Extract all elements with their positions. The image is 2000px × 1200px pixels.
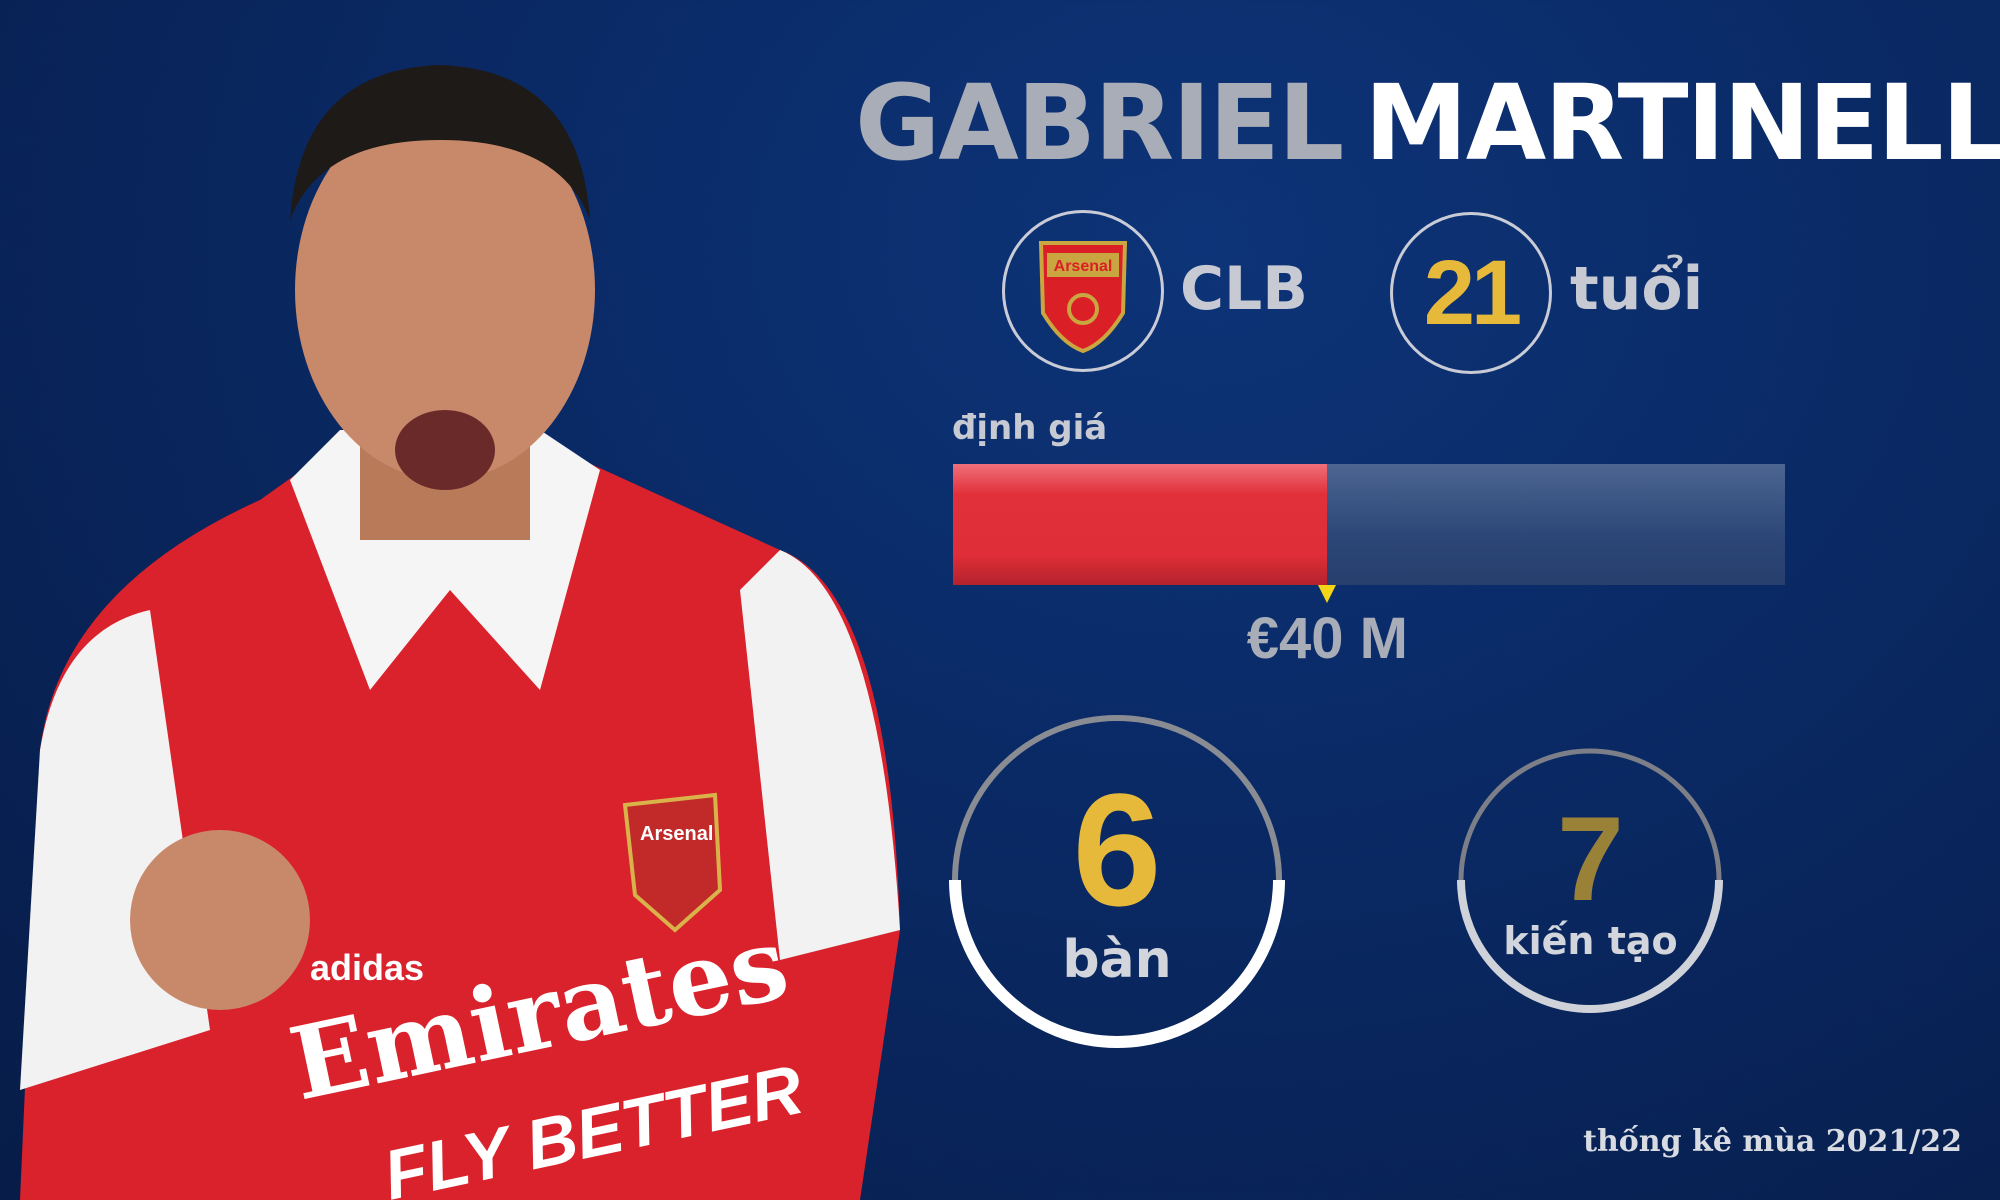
goals-label: bàn [1062, 930, 1172, 990]
valuation-value: €40 M [1246, 606, 1408, 671]
valuation-label: định giá [952, 408, 1108, 448]
player-name: GABRIEL MARTINELLI [855, 62, 2000, 184]
valuation-marker-icon [1318, 585, 1337, 603]
shirt-crest-icon [622, 792, 723, 933]
age-label: tuổi [1570, 254, 1704, 324]
assists-value: 7 [1557, 791, 1624, 926]
club-label: CLB [1180, 254, 1308, 324]
valuation-bar-fill [953, 464, 1328, 585]
arsenal-crest-icon: Arsenal [1038, 241, 1128, 354]
goals-ring [949, 715, 1285, 1048]
age-value: 21 [1423, 241, 1522, 344]
player-photo: Emirates FLY BETTER adidas Arsenal [20, 65, 900, 1200]
goals-stat: 6 bàn [943, 706, 1291, 1054]
club-crest-text: Arsenal [1054, 258, 1113, 275]
assists-stat: 7 kiến tạo [1453, 743, 1728, 1018]
assists-label: kiến tạo [1503, 918, 1678, 963]
valuation-bar [953, 464, 1785, 585]
player-first-name: GABRIEL [855, 62, 1344, 184]
season-footer: thống kê mùa 2021/22 [1583, 1124, 1962, 1159]
shirt-brand: adidas [310, 947, 424, 988]
player-last-name: MARTINELLI [1364, 62, 2000, 184]
club-badge: Arsenal [1002, 210, 1164, 372]
goals-value: 6 [1072, 760, 1162, 939]
shirt-crest-text: Arsenal [640, 823, 713, 845]
assists-ring [1457, 748, 1723, 1013]
age-badge: 21 [1390, 212, 1552, 374]
